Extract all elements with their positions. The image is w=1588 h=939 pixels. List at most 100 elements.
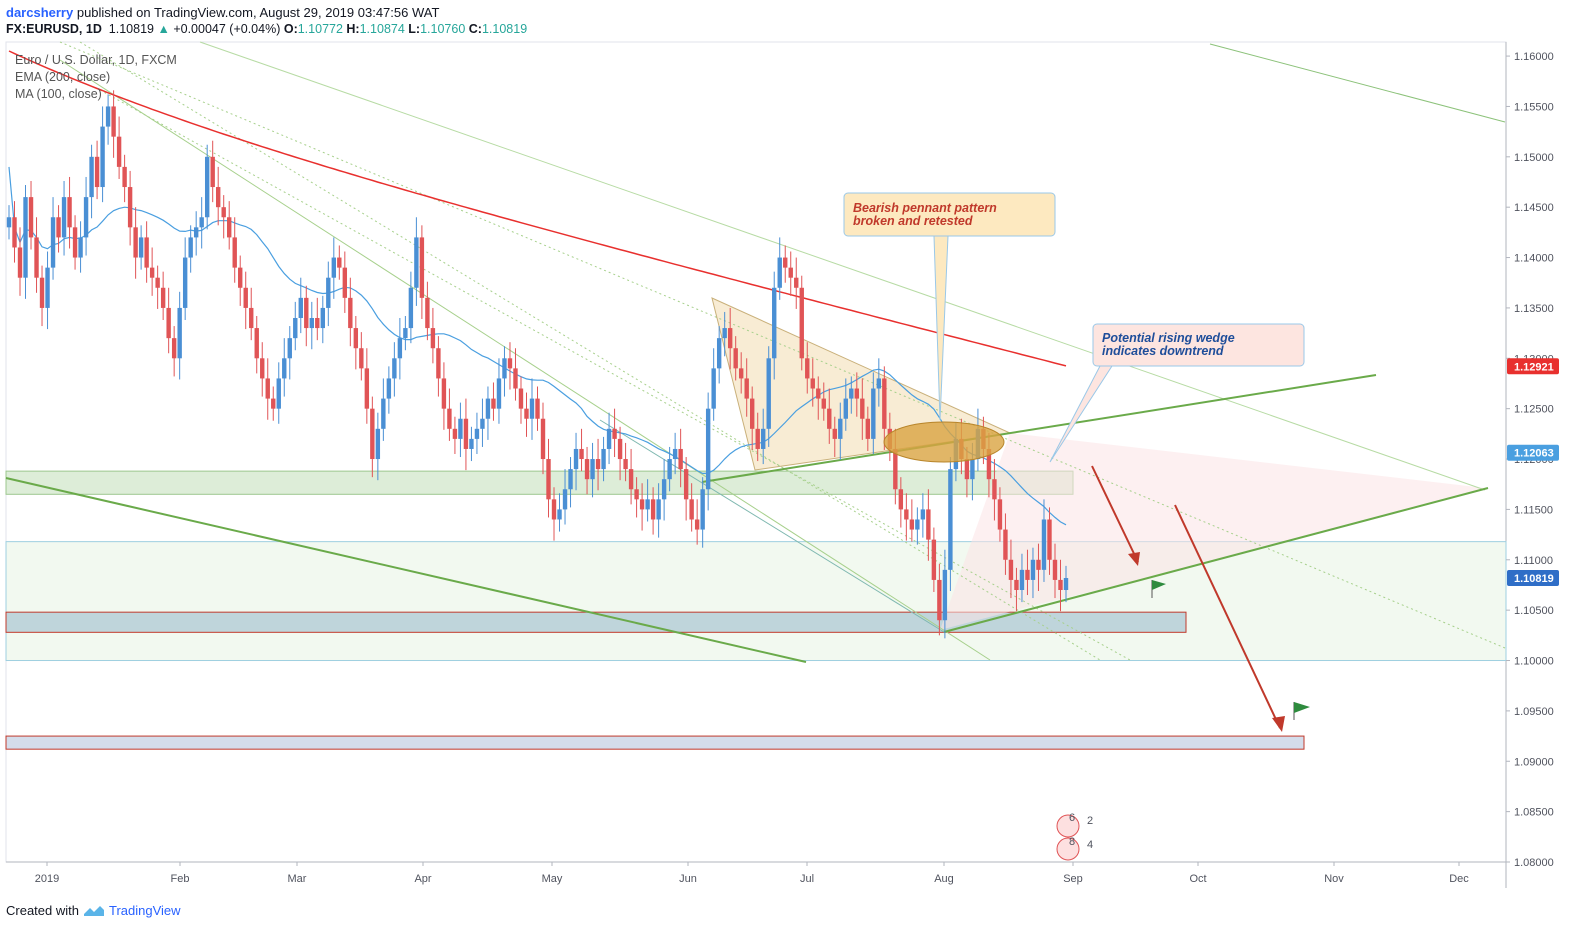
candle: [513, 348, 518, 401]
price-change: +0.00047 (+0.04%): [173, 22, 281, 36]
candle: [650, 487, 656, 535]
svg-text:1.10819: 1.10819: [1514, 573, 1554, 585]
candle: [254, 315, 259, 374]
candle: [491, 382, 496, 421]
candle: [931, 527, 937, 593]
candle: [210, 140, 215, 203]
candle: [865, 406, 871, 451]
candle: [656, 483, 661, 538]
last-price-badge: 1.10819: [1507, 570, 1559, 587]
retest-highlight: [883, 421, 1005, 463]
candle: [370, 396, 375, 478]
time-tick: 2019: [35, 873, 59, 885]
candle: [144, 221, 149, 283]
candle: [942, 549, 948, 639]
candle: [23, 185, 28, 299]
pennant-callout-line2: broken and retested: [853, 214, 973, 228]
target-flag-icon-2: [1293, 702, 1310, 720]
price-badges: 1.12921 1.12063 1.10819: [1507, 358, 1559, 587]
candle: [149, 247, 155, 296]
candle: [705, 392, 711, 511]
candle: [1030, 547, 1036, 599]
zone-2: [5, 541, 1507, 662]
legend-ma[interactable]: MA (100, close): [15, 87, 102, 101]
candle: [193, 211, 199, 256]
candle: [221, 195, 226, 239]
candle: [843, 378, 848, 431]
candle: [227, 201, 232, 250]
candle: [810, 358, 815, 407]
candle: [557, 493, 562, 532]
candle: [761, 408, 766, 465]
time-tick: May: [542, 873, 563, 885]
candle: [915, 507, 920, 545]
candle: [89, 144, 94, 219]
candle: [122, 154, 127, 203]
candle: [1025, 549, 1030, 596]
candle: [34, 217, 39, 293]
candle: [535, 386, 540, 431]
candle: [639, 483, 645, 531]
candle: [683, 457, 689, 521]
legend-title: Euro / U.S. Dollar, 1D, FXCM: [15, 53, 177, 67]
candle: [584, 446, 590, 495]
candle: [623, 442, 628, 482]
high-value: 1.10874: [359, 22, 405, 36]
price-tick: 1.13500: [1514, 303, 1554, 315]
candle: [645, 479, 650, 522]
candle: [215, 166, 221, 226]
candle: [1047, 507, 1052, 575]
candle: [348, 277, 353, 347]
time-axis[interactable]: 2019 Feb Mar Apr May Jun Jul Aug Sep Oct Nov Dec: [35, 862, 1470, 885]
candle: [590, 442, 595, 498]
candle: [766, 346, 771, 447]
candle: [694, 499, 700, 545]
candle: [436, 336, 441, 397]
candle: [750, 386, 755, 450]
candle: [832, 416, 837, 458]
author-link[interactable]: darcsherry: [6, 5, 74, 20]
candle: [854, 372, 860, 417]
candle: [700, 477, 705, 548]
candle: [799, 275, 804, 371]
time-tick: Dec: [1449, 873, 1469, 885]
candle: [381, 378, 386, 441]
price-tick: 1.12500: [1514, 404, 1554, 416]
low-value: 1.10760: [420, 22, 466, 36]
tradingview-link[interactable]: TradingView: [108, 903, 181, 918]
time-tick: Jun: [679, 873, 697, 885]
candle: [678, 428, 683, 488]
wedge-callout-line1: Potential rising wedge: [1102, 331, 1235, 345]
svg-text:1.12063: 1.12063: [1514, 448, 1554, 460]
candle: [105, 94, 111, 145]
legend-ema[interactable]: EMA (200, close): [15, 70, 110, 84]
target-flag-icon: [1151, 580, 1166, 598]
candle: [529, 378, 535, 440]
candle: [463, 398, 469, 471]
candle: [617, 426, 623, 481]
candle: [45, 251, 50, 330]
candle: [419, 225, 425, 320]
event-flag-icon[interactable]: 6 2: [1056, 812, 1093, 838]
candle: [182, 237, 188, 321]
candle: [309, 301, 314, 350]
time-tick: Aug: [934, 873, 954, 885]
candle: [1058, 559, 1063, 612]
candle: [1014, 567, 1019, 612]
time-tick: Nov: [1324, 873, 1344, 885]
candle: [39, 265, 45, 327]
price-tick: 1.08000: [1514, 857, 1554, 869]
open-value: 1.10772: [297, 22, 343, 36]
candle: [430, 307, 436, 364]
candle: [1052, 543, 1058, 599]
price-tick: 1.14500: [1514, 202, 1554, 214]
candle: [199, 197, 204, 249]
candle: [282, 338, 287, 397]
candle: [898, 477, 904, 528]
candle: [160, 271, 166, 321]
candle: [937, 563, 942, 636]
candle: [425, 281, 430, 341]
event-flag-icon-2[interactable]: 8 4: [1056, 836, 1093, 861]
candle: [997, 487, 1003, 542]
